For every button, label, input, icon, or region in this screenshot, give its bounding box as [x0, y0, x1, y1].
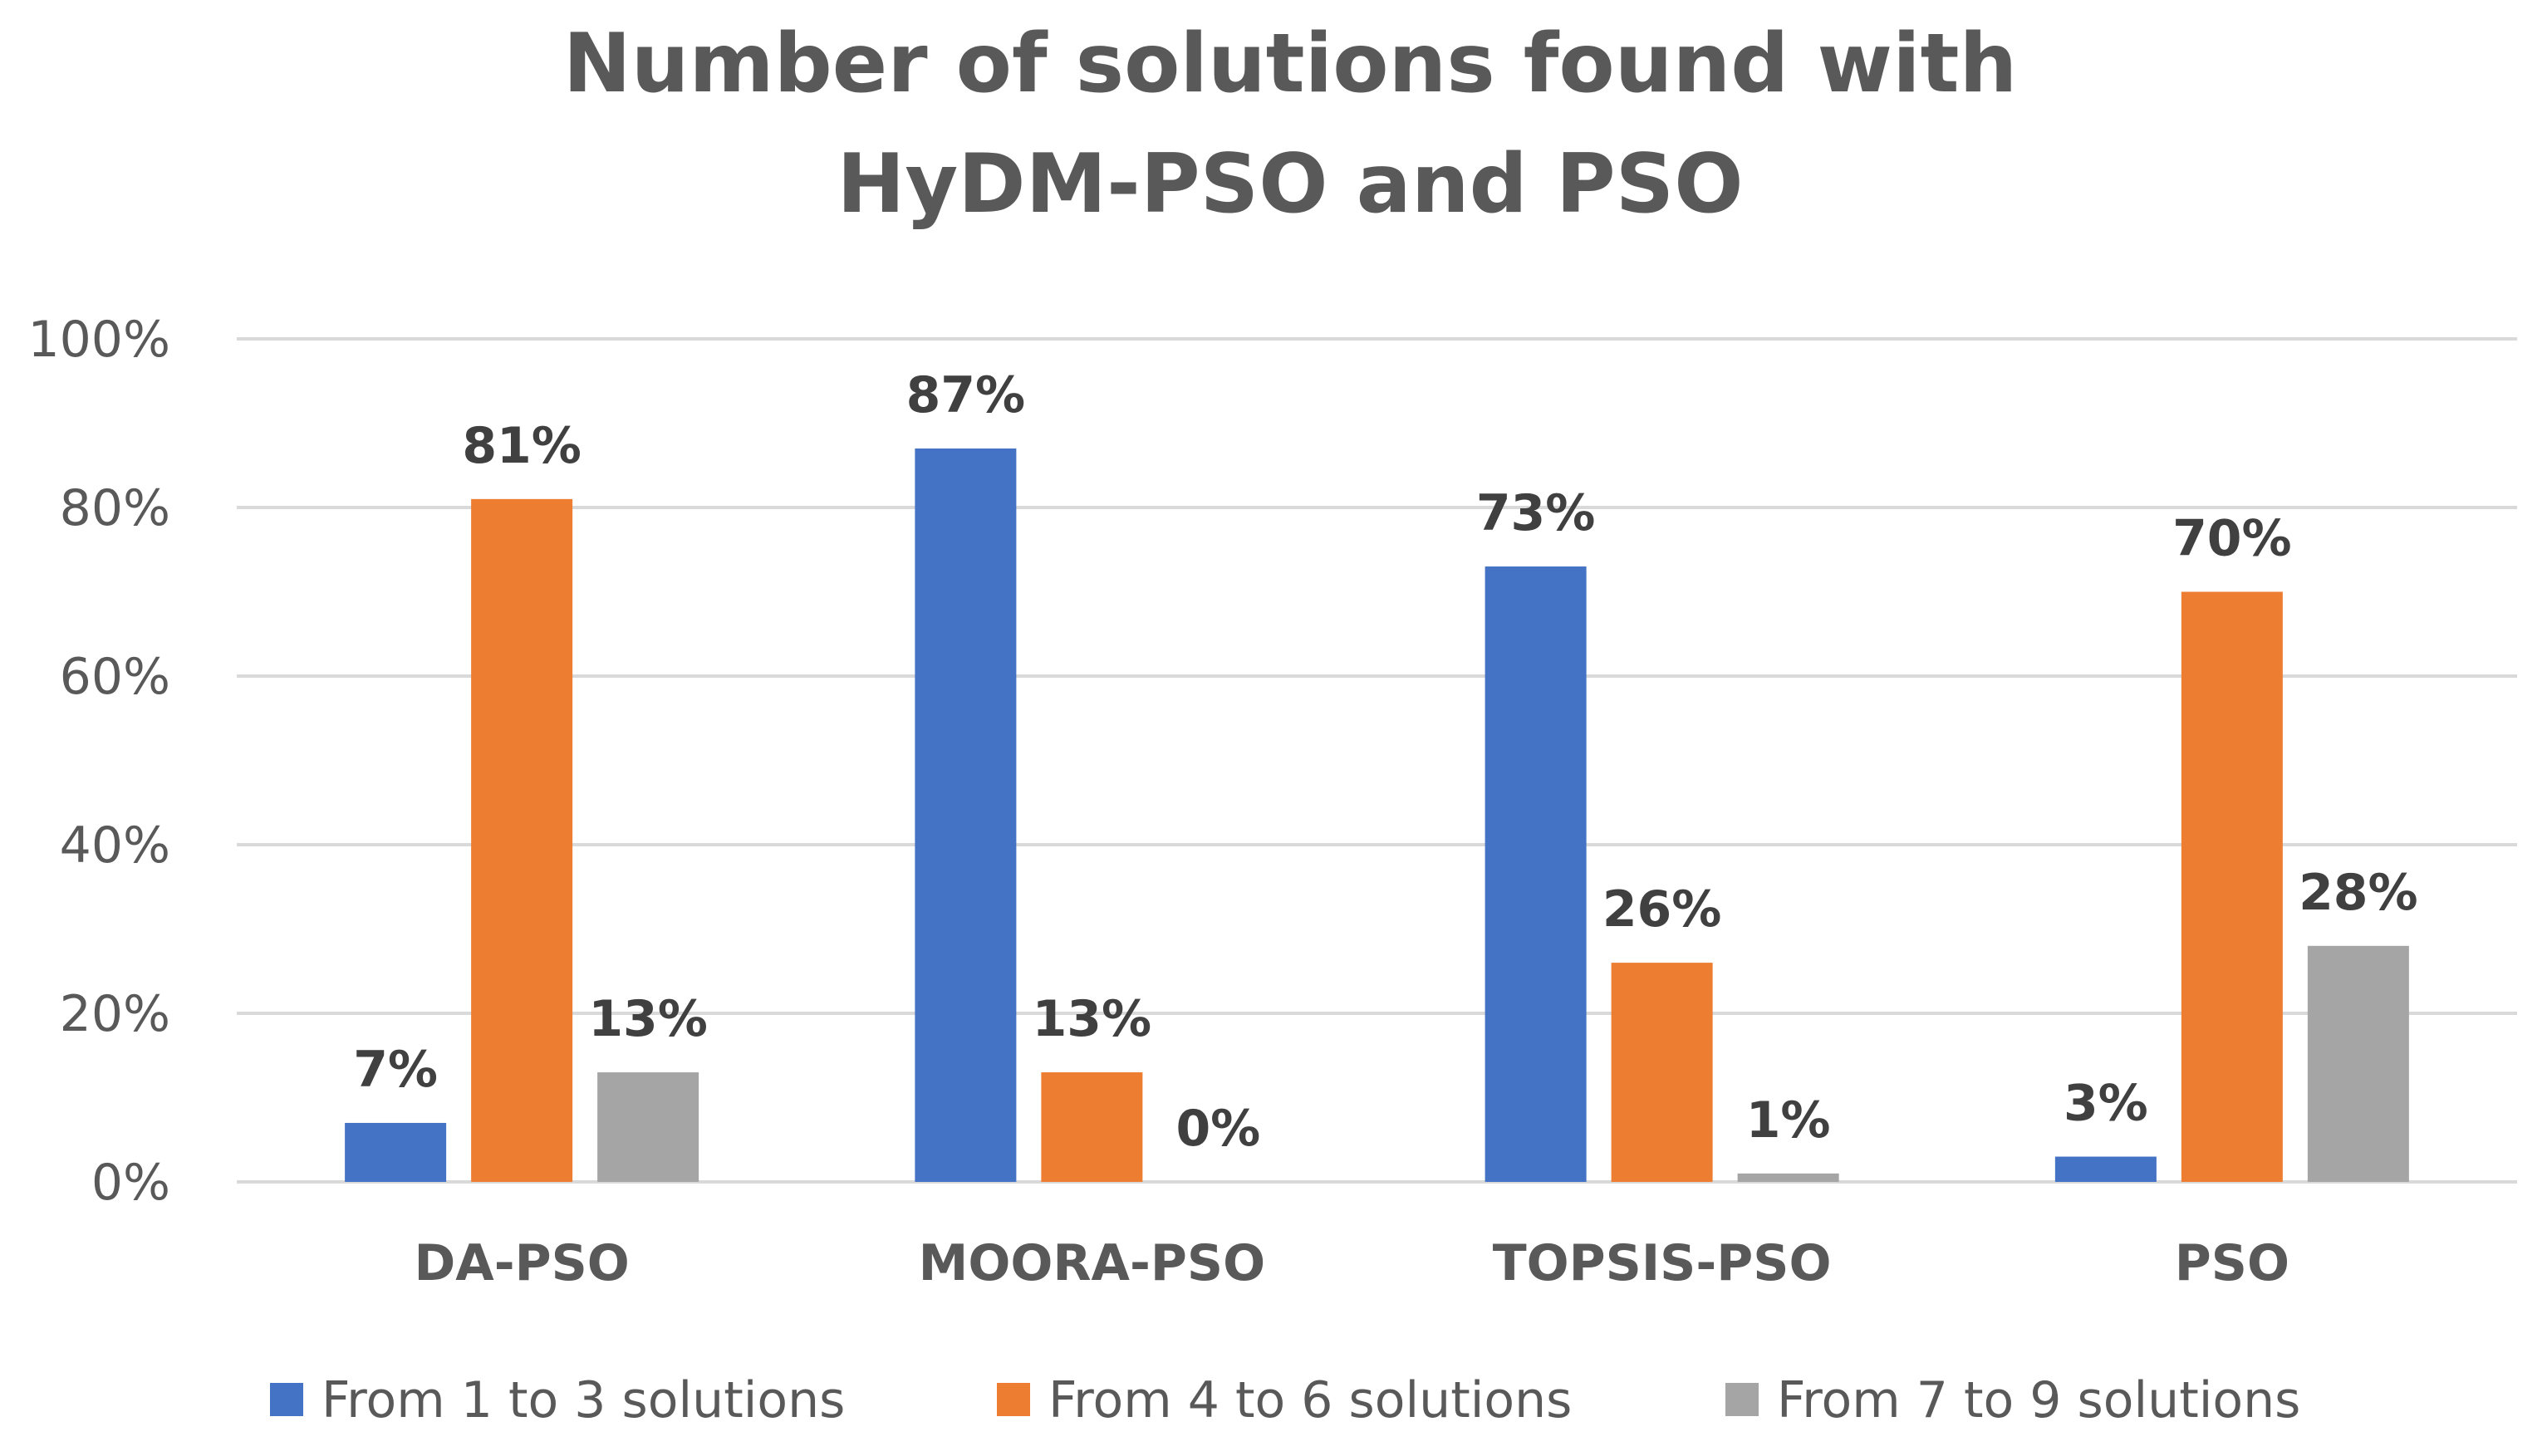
bar-topsis-pso-series-2: [1611, 963, 1713, 1182]
data-label: 7%: [353, 1041, 438, 1099]
bar-moora-pso-series-1: [915, 448, 1017, 1182]
chart-title-line: Number of solutions found with: [563, 17, 2018, 111]
x-category-label: DA-PSO: [414, 1234, 629, 1292]
data-label: 28%: [2299, 864, 2418, 922]
y-tick-label: 80%: [60, 479, 170, 537]
bars: [345, 448, 2409, 1182]
legend-label: From 7 to 9 solutions: [1777, 1371, 2300, 1429]
y-tick-label: 40%: [60, 816, 170, 875]
data-label: 13%: [1033, 990, 1152, 1048]
data-label: 13%: [588, 990, 708, 1048]
bar-da-pso-series-3: [597, 1072, 699, 1182]
bar-topsis-pso-series-3: [1737, 1173, 1839, 1182]
bar-pso-series-1: [2054, 1156, 2157, 1182]
bar-da-pso-series-2: [471, 498, 573, 1182]
bar-topsis-pso-series-1: [1485, 566, 1587, 1182]
legend: From 1 to 3 solutions From 4 to 6 solutio…: [270, 1371, 2300, 1429]
data-labels: 7% 81% 13% 87% 13% 0% 73% 26% 1% 3% 70% 28%: [353, 366, 2418, 1158]
y-axis-ticks: 0% 20% 40% 60% 80% 100%: [27, 311, 170, 1212]
legend-label: From 1 to 3 solutions: [321, 1371, 845, 1429]
data-label: 73%: [1476, 484, 1596, 542]
x-category-label: TOPSIS-PSO: [1493, 1234, 1832, 1292]
legend-swatch: [997, 1383, 1030, 1416]
y-tick-label: 100%: [27, 311, 170, 369]
chart-title: Number of solutions found with HyDM-PSO a…: [563, 17, 2018, 232]
legend-swatch: [270, 1383, 303, 1416]
legend-swatch: [1725, 1383, 1759, 1416]
y-tick-label: 20%: [60, 985, 170, 1043]
data-label: 70%: [2172, 510, 2292, 568]
data-label: 3%: [2064, 1075, 2148, 1133]
data-label: 1%: [1746, 1091, 1831, 1150]
x-axis-categories: DA-PSO MOORA-PSO TOPSIS-PSO PSO: [414, 1234, 2289, 1292]
bar-pso-series-2: [2181, 591, 2283, 1182]
bar-pso-series-3: [2307, 945, 2409, 1182]
y-tick-label: 0%: [91, 1154, 170, 1212]
y-tick-label: 60%: [60, 648, 170, 706]
data-label: 81%: [462, 417, 582, 475]
data-label: 26%: [1602, 880, 1722, 939]
x-category-label: PSO: [2175, 1234, 2289, 1292]
bar-moora-pso-series-2: [1041, 1072, 1143, 1182]
data-label: 0%: [1175, 1100, 1260, 1158]
data-label: 87%: [906, 366, 1026, 424]
x-category-label: MOORA-PSO: [919, 1234, 1265, 1292]
bar-da-pso-series-1: [345, 1122, 447, 1182]
chart-title-line: HyDM-PSO and PSO: [837, 137, 1743, 232]
legend-label: From 4 to 6 solutions: [1048, 1371, 1572, 1429]
